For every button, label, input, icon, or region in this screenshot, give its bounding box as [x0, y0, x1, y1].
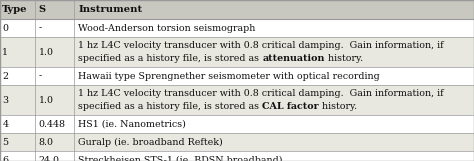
Text: history.: history.: [319, 102, 357, 111]
Text: Streckheisen STS-1 (ie. BDSN broadband): Streckheisen STS-1 (ie. BDSN broadband): [78, 156, 283, 161]
Text: specified as a history file, is stored as: specified as a history file, is stored a…: [78, 102, 262, 111]
Bar: [0, 151, 474, 161]
Text: 5: 5: [2, 138, 9, 147]
Bar: [0, 67, 474, 85]
Bar: [0, 133, 474, 151]
Text: 24.0: 24.0: [39, 156, 60, 161]
Text: CAL factor: CAL factor: [262, 102, 319, 111]
Text: 1 hz L4C velocity transducer with 0.8 critical damping.  Gain information, if: 1 hz L4C velocity transducer with 0.8 cr…: [78, 89, 444, 98]
Text: attenuation: attenuation: [262, 54, 325, 63]
Text: 1.0: 1.0: [39, 48, 54, 57]
Bar: [0, 0, 474, 19]
Text: Hawaii type Sprengnether seismometer with optical recording: Hawaii type Sprengnether seismometer wit…: [78, 72, 380, 80]
Text: 0.448: 0.448: [39, 120, 66, 128]
Bar: [0, 85, 474, 115]
Text: 6: 6: [2, 156, 9, 161]
Text: 1: 1: [2, 48, 9, 57]
Bar: [0, 115, 474, 133]
Text: S: S: [39, 5, 46, 14]
Text: 4: 4: [2, 120, 9, 128]
Text: 8.0: 8.0: [39, 138, 54, 147]
Text: -: -: [39, 72, 42, 80]
Text: HS1 (ie. Nanometrics): HS1 (ie. Nanometrics): [78, 120, 186, 128]
Text: 1 hz L4C velocity transducer with 0.8 critical damping.  Gain information, if: 1 hz L4C velocity transducer with 0.8 cr…: [78, 41, 444, 50]
Text: 3: 3: [2, 96, 9, 104]
Text: history.: history.: [325, 54, 363, 63]
Text: 1.0: 1.0: [39, 96, 54, 104]
Bar: [0, 19, 474, 37]
Text: 2: 2: [2, 72, 9, 80]
Bar: [0, 37, 474, 67]
Text: Wood-Anderson torsion seismograph: Wood-Anderson torsion seismograph: [78, 24, 255, 33]
Text: Guralp (ie. broadband Reftek): Guralp (ie. broadband Reftek): [78, 138, 223, 147]
Text: Type: Type: [2, 5, 28, 14]
Text: -: -: [39, 24, 42, 33]
Text: 0: 0: [2, 24, 9, 33]
Text: specified as a history file, is stored as: specified as a history file, is stored a…: [78, 54, 262, 63]
Text: Instrument: Instrument: [78, 5, 142, 14]
